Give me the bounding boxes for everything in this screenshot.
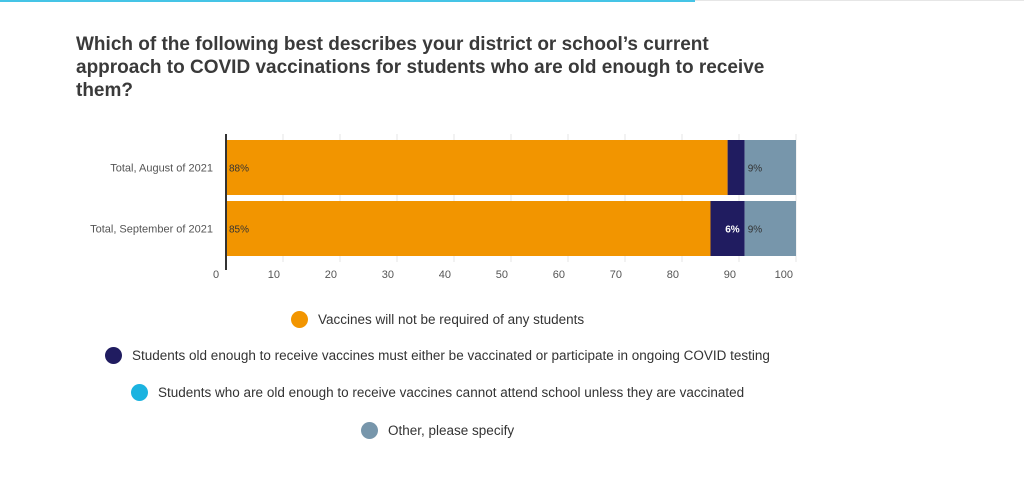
bar-segment [226,201,711,256]
data-label: 85% [229,225,249,236]
x-tick-label: 40 [439,269,451,281]
bar-segment [710,201,745,256]
x-tick-label: 60 [553,269,565,281]
x-tick-label: 50 [496,269,508,281]
chart-title: Which of the following best describes yo… [76,34,765,101]
stacked-bar-chart: 88% 9% Total, August of 2021 85% 6% 9% Total, … [90,134,797,281]
x-tick-label: 70 [610,269,622,281]
legend-item[interactable]: Other, please specify [361,422,514,439]
legend-marker [361,422,378,439]
top-accent-line [0,0,695,2]
x-tick-label: 30 [382,269,394,281]
category-label: Total, September of 2021 [90,224,213,236]
legend-item[interactable]: Students who are old enough to receive v… [131,384,744,401]
data-label: 9% [748,225,763,236]
bar-segment [727,140,745,195]
legend-label: Students who are old enough to receive v… [158,385,745,400]
bar-segment [226,140,728,195]
x-tick-label: 0 [213,269,219,281]
x-tick-label: 90 [724,269,736,281]
x-tick-label: 80 [667,269,679,281]
bar-segment [744,201,796,256]
x-tick-label: 20 [325,269,337,281]
category-label: Total, August of 2021 [110,163,213,175]
legend-marker [291,311,308,328]
legend-label: Other, please specify [388,423,515,438]
legend-item[interactable]: Students old enough to receive vaccines … [105,347,770,364]
legend-item[interactable]: Vaccines will not be required of any stu… [291,311,584,328]
data-label: 88% [229,164,249,175]
x-tick-label: 10 [268,269,280,281]
legend-marker [105,347,122,364]
legend-marker [131,384,148,401]
x-tick-label: 100 [775,269,793,281]
legend-label: Vaccines will not be required of any stu… [318,312,585,327]
legend-label: Students old enough to receive vaccines … [132,348,770,363]
top-divider-line [695,0,1024,1]
data-label: 6% [725,225,740,236]
bar-segment [744,140,796,195]
data-label: 9% [748,164,763,175]
